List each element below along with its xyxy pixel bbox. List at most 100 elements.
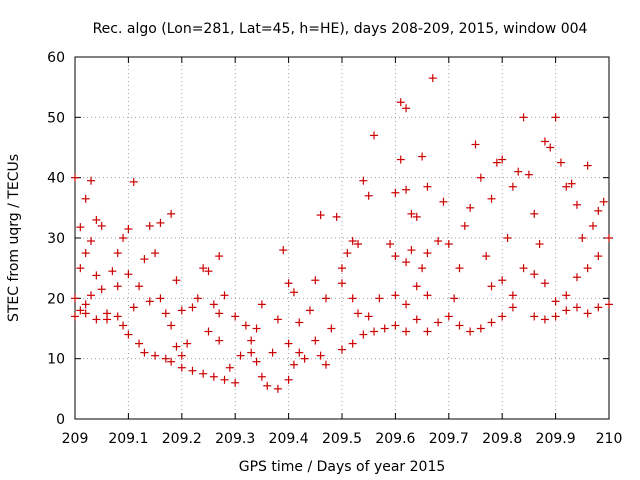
data-point: [572, 200, 581, 209]
data-point: [460, 221, 469, 230]
data-point: [87, 291, 96, 300]
data-point: [199, 369, 208, 378]
data-point: [263, 381, 272, 390]
data-point: [316, 211, 325, 220]
data-point: [135, 282, 144, 291]
y-tick-label: 0: [56, 412, 65, 428]
data-point: [423, 291, 432, 300]
x-tick-label: 209.2: [162, 431, 202, 447]
data-point: [396, 98, 405, 107]
data-point: [412, 282, 421, 291]
data-point: [572, 303, 581, 312]
data-point: [108, 267, 117, 276]
data-point: [418, 152, 427, 161]
data-point: [391, 321, 400, 330]
data-point: [428, 74, 437, 83]
data-point: [113, 312, 122, 321]
data-points: [71, 74, 613, 393]
data-point: [508, 303, 517, 312]
data-point: [209, 372, 218, 381]
data-point: [391, 252, 400, 261]
data-point: [177, 306, 186, 315]
data-point: [119, 321, 128, 330]
data-point: [124, 330, 133, 339]
data-point: [183, 339, 192, 348]
data-point: [305, 306, 314, 315]
y-tick-label: 30: [47, 231, 65, 247]
data-point: [188, 366, 197, 375]
data-point: [97, 285, 106, 294]
data-point: [284, 279, 293, 288]
data-point: [450, 294, 459, 303]
data-point: [508, 182, 517, 191]
data-point: [487, 194, 496, 203]
data-point: [375, 294, 384, 303]
y-tick-label: 20: [47, 291, 65, 307]
data-point: [279, 246, 288, 255]
data-point: [321, 360, 330, 369]
data-point: [129, 177, 138, 186]
data-point: [391, 291, 400, 300]
data-point: [241, 321, 250, 330]
data-point: [76, 264, 85, 273]
grid: [75, 57, 609, 419]
data-point: [289, 360, 298, 369]
x-axis-label: GPS time / Days of year 2015: [239, 459, 446, 475]
data-point: [76, 306, 85, 315]
x-tick-label: 209.9: [536, 431, 576, 447]
x-tick-label: 209.3: [215, 431, 255, 447]
data-point: [172, 342, 181, 351]
x-tick-label: 209.5: [322, 431, 362, 447]
data-point: [71, 312, 79, 321]
data-point: [327, 324, 336, 333]
data-point: [498, 276, 507, 285]
data-point: [594, 206, 603, 215]
data-point: [145, 221, 154, 230]
y-axis-label: STEC from uqrg / TECUs: [6, 154, 22, 322]
data-point: [220, 291, 229, 300]
data-point: [113, 282, 122, 291]
data-point: [252, 324, 261, 333]
data-point: [354, 240, 363, 249]
data-point: [364, 312, 373, 321]
data-point: [492, 158, 501, 167]
data-point: [316, 351, 325, 360]
data-point: [455, 264, 464, 273]
data-point: [402, 104, 411, 113]
data-point: [578, 234, 587, 242]
data-point: [81, 249, 90, 258]
data-point: [81, 309, 90, 318]
data-point: [551, 312, 560, 321]
data-point: [370, 131, 379, 140]
data-point: [204, 267, 213, 276]
data-point: [487, 282, 496, 291]
data-point: [140, 255, 149, 264]
data-point: [156, 218, 165, 227]
data-point: [76, 223, 85, 232]
data-point: [252, 357, 261, 366]
data-point: [247, 336, 256, 345]
data-point: [487, 318, 496, 327]
data-point: [124, 270, 133, 279]
data-point: [257, 372, 266, 381]
data-point: [343, 249, 352, 258]
data-point: [386, 240, 395, 249]
data-point: [225, 363, 234, 372]
data-point: [92, 315, 101, 324]
data-point: [412, 315, 421, 324]
y-tick-label: 40: [47, 171, 65, 187]
x-tick-label: 209: [62, 431, 89, 447]
chart-title: Rec. algo (Lon=281, Lat=45, h=HE), days …: [93, 21, 588, 37]
y-tick-label: 60: [47, 50, 65, 66]
data-point: [423, 327, 432, 336]
data-point: [583, 161, 592, 170]
data-point: [268, 348, 277, 357]
data-point: [71, 173, 79, 182]
data-point: [359, 176, 368, 185]
data-point: [556, 158, 565, 167]
data-point: [599, 197, 608, 206]
data-point: [594, 252, 603, 261]
y-tick-label: 50: [47, 110, 65, 126]
data-point: [471, 140, 480, 149]
